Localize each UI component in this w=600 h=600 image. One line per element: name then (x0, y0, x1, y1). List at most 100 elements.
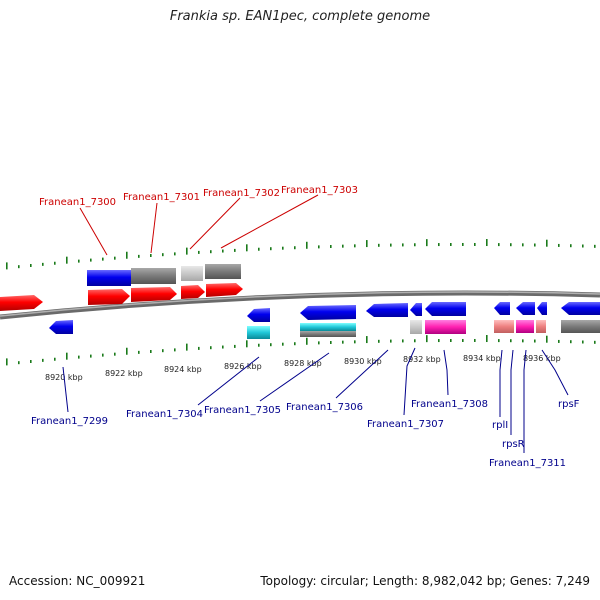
tick-mark (282, 246, 284, 250)
tick-mark (498, 339, 500, 343)
tick-mark (6, 262, 8, 270)
tick-mark (102, 257, 104, 261)
tick-mark (450, 243, 452, 246)
tick-mark (438, 243, 440, 247)
tick-mark (150, 350, 152, 353)
gene-label-rpli: rplI (492, 420, 508, 431)
tick-mark (498, 243, 500, 247)
feature-7299-blue (49, 320, 73, 334)
tick-mark (402, 243, 404, 247)
feature-7300-blue (87, 270, 131, 286)
tick-mark (102, 353, 104, 357)
gene-label-rpsf: rpsF (558, 399, 580, 410)
tick-mark (42, 358, 44, 362)
gene-label-franean1-7307: Franean1_7307 (367, 419, 444, 430)
tick-mark (30, 360, 32, 363)
feature-rplI-pink (494, 320, 514, 333)
feature-7308-blue (425, 302, 466, 316)
feature-7305-blue (300, 305, 356, 320)
tick-mark (534, 339, 536, 343)
reverse-cds-row (49, 302, 600, 339)
scale-label: 8936 kbp (523, 354, 561, 363)
tick-mark (414, 339, 416, 343)
tick-mark (126, 251, 128, 259)
gene-label-franean1-7302: Franean1_7302 (203, 188, 280, 199)
lower-tick-row (6, 335, 596, 366)
tick-mark (198, 346, 200, 350)
forward-labels (79, 194, 319, 256)
tick-mark (282, 342, 284, 346)
tick-mark (510, 243, 512, 247)
tick-mark (210, 346, 212, 350)
tick-mark (474, 338, 476, 342)
feature-7304-cyan (247, 326, 270, 339)
scale-label: 8924 kbp (164, 365, 202, 374)
tick-mark (198, 250, 200, 254)
tick-mark (582, 244, 584, 248)
tick-mark (426, 335, 428, 343)
feature-7301-red (131, 287, 177, 302)
tick-mark (426, 239, 428, 247)
tick-mark (330, 341, 332, 344)
tick-mark (546, 239, 548, 247)
tick-mark (246, 340, 248, 348)
tick-mark (66, 352, 68, 360)
tick-mark (162, 349, 164, 353)
feature-7302-light (181, 266, 203, 281)
feature-rplI-blue (494, 302, 510, 315)
feature-7311-pink (536, 320, 546, 333)
feature-7306-blue (366, 303, 408, 317)
feature-rpsR-magenta (516, 320, 534, 333)
tick-mark (402, 339, 404, 343)
gene-label-rpsr: rpsR (502, 439, 525, 450)
feature-7301-gray (131, 268, 176, 284)
tick-mark (522, 243, 524, 247)
tick-mark (570, 340, 572, 344)
tick-mark (186, 343, 188, 351)
feature-rpsF-gray (561, 320, 600, 333)
tick-mark (258, 247, 260, 251)
tick-mark (138, 254, 140, 258)
feature-7307-blue (410, 303, 422, 316)
tick-mark (270, 247, 272, 251)
tick-mark (162, 253, 164, 257)
gene-label-franean1-7305: Franean1_7305 (204, 405, 281, 416)
accession-text: Accession: NC_009921 (9, 574, 146, 588)
map-title: Frankia sp. EAN1pec, complete genome (169, 9, 431, 24)
tick-mark (258, 343, 260, 347)
tick-mark (186, 247, 188, 255)
tick-mark (570, 244, 572, 248)
tick-mark (222, 345, 224, 349)
tick-mark (558, 243, 560, 247)
scale-labels: 8920 kbp 8922 kbp 8924 kbp 8926 kbp 8928… (45, 354, 561, 382)
reverse-labels (62, 347, 569, 453)
tick-mark (306, 241, 308, 249)
tick-mark (462, 338, 464, 342)
scale-label: 8930 kbp (344, 357, 382, 366)
tick-mark (414, 243, 416, 247)
tick-mark (90, 354, 92, 358)
tick-mark (522, 339, 524, 343)
feature-7311-blue (537, 302, 547, 315)
feature-7303-red (206, 283, 243, 297)
tick-mark (54, 357, 56, 361)
tick-mark (90, 258, 92, 262)
tick-mark (462, 242, 464, 246)
scale-label: 8934 kbp (463, 354, 501, 363)
tick-mark (306, 337, 308, 345)
feature-rpsR-blue (516, 302, 535, 315)
tick-mark (270, 343, 272, 347)
tick-mark (486, 335, 488, 343)
gene-label-franean1-7299: Franean1_7299 (31, 416, 108, 427)
tick-mark (222, 249, 224, 253)
forward-cds-row (0, 264, 243, 311)
tick-mark (294, 342, 296, 346)
genome-backbone (0, 290, 600, 320)
tick-mark (294, 246, 296, 250)
tick-mark (42, 262, 44, 266)
tick-mark (54, 261, 56, 265)
tick-mark (150, 254, 152, 257)
tick-mark (510, 339, 512, 343)
tick-mark (330, 245, 332, 248)
